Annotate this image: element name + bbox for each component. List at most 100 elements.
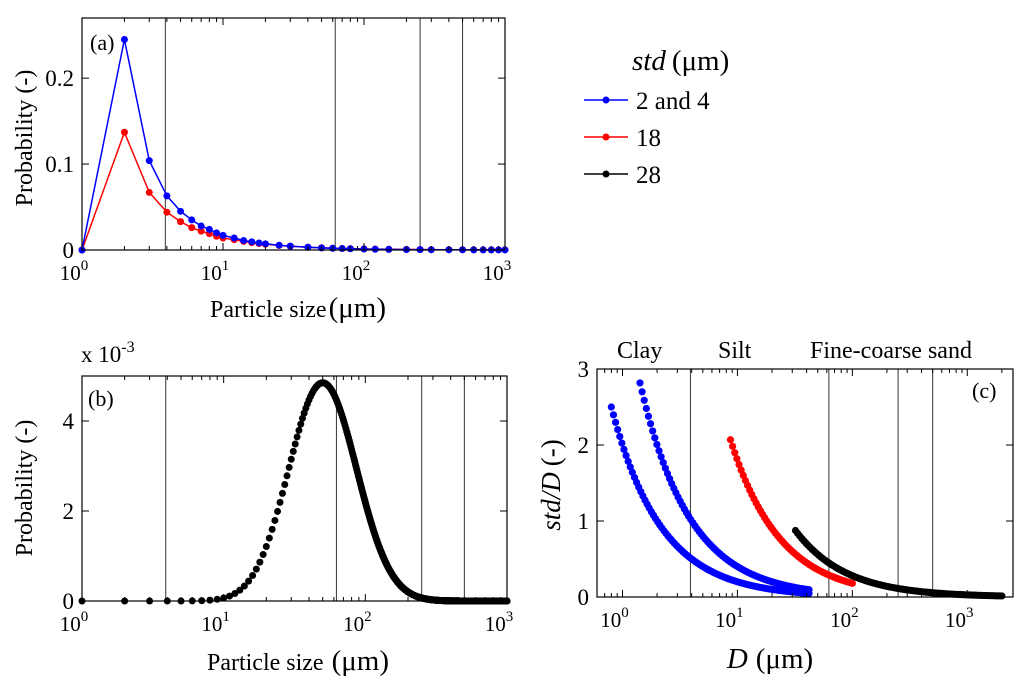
data-point (287, 455, 295, 463)
panel-b-ytick-label: 0 (63, 589, 75, 614)
data-point (289, 447, 297, 455)
data-point (177, 218, 185, 226)
data-point (729, 442, 737, 450)
series-line-2-and-4 (81, 39, 505, 251)
panel-a-xtick-label: 103 (483, 258, 512, 285)
data-point (278, 489, 286, 497)
panel-c-label: (c) (972, 378, 996, 403)
legend-title: std (μm) (632, 45, 729, 77)
region-label-silt: Silt (718, 338, 752, 364)
legend-label-2: 28 (636, 162, 661, 189)
data-point (624, 457, 632, 465)
data-point (226, 592, 234, 600)
data-point (642, 404, 650, 413)
data-point (848, 579, 856, 587)
data-point (646, 420, 655, 428)
legend-marker-1 (602, 133, 610, 141)
panel-c-xtick-label: 102 (830, 605, 859, 632)
legend-label-0: 2 and 4 (636, 88, 710, 115)
legend-label-1: 18 (636, 125, 661, 152)
data-point (261, 240, 269, 248)
panel-a-ylabel: Probability (-) (12, 70, 38, 207)
data-point (657, 453, 665, 461)
panel-c-ytick-label: 0 (578, 585, 590, 610)
data-point (249, 571, 257, 579)
panel-c-xlabel: D (μm) (726, 643, 813, 675)
data-point (236, 586, 244, 594)
data-point (245, 577, 253, 585)
data-point (188, 224, 196, 232)
data-point (607, 403, 615, 411)
data-point (638, 388, 646, 396)
data-point (726, 436, 735, 444)
data-point (295, 426, 303, 434)
panel-b-xtick-label: 102 (343, 609, 372, 636)
data-point (188, 216, 196, 224)
data-point (649, 427, 657, 435)
data-point (276, 498, 284, 506)
data-point (120, 35, 128, 43)
data-point (163, 208, 171, 216)
data-point (240, 237, 248, 245)
panel-c: 100 101 102 103 0 1 2 3 Clay Silt Fine-coarse s… (536, 338, 1014, 675)
data-point (177, 207, 185, 215)
data-point (163, 192, 171, 200)
data-point (655, 447, 663, 455)
data-point (213, 229, 221, 237)
data-point (651, 434, 659, 442)
panel-c-ticks: 100 101 102 103 0 1 2 3 (578, 357, 1013, 632)
data-point (274, 507, 282, 515)
data-point (371, 245, 379, 253)
data-point (145, 157, 153, 165)
data-point (620, 445, 628, 454)
panel-b-scale-note: x 10-3 (81, 339, 135, 367)
data-point (197, 227, 205, 235)
data-point (145, 188, 153, 196)
panel-b-xlabel: Particle size (μm) (207, 645, 389, 677)
data-point (616, 432, 624, 441)
data-point (291, 440, 299, 448)
panel-c-xtick-label: 100 (600, 605, 629, 632)
data-point (268, 525, 276, 533)
data-point (611, 418, 620, 426)
data-point (256, 558, 264, 566)
panel-b-ytick-label: 4 (63, 409, 75, 434)
data-point (259, 551, 267, 559)
data-point (285, 463, 293, 471)
data-point (205, 225, 213, 233)
data-point (609, 411, 618, 419)
panel-b-xtick-label: 101 (201, 609, 230, 636)
data-point (622, 451, 630, 460)
panel-a-vlines (164, 18, 464, 250)
legend: std (μm) 2 and 4 18 28 (584, 45, 729, 189)
region-label-sand: Fine-coarse sand (810, 338, 972, 364)
panel-c-ytick-label: 3 (578, 357, 590, 382)
data-point (252, 565, 260, 573)
legend-entry-0: 2 and 4 (584, 88, 710, 115)
panel-a-ytick-label: 0 (63, 238, 75, 263)
panel-a-xtick-label: 101 (201, 258, 230, 285)
data-point (640, 396, 648, 404)
data-point (255, 239, 263, 247)
panel-b-ylabel: Probability (-) (12, 420, 38, 557)
data-point (731, 449, 739, 457)
panel-a-frame (81, 17, 506, 251)
data-point (283, 472, 291, 480)
data-point (240, 582, 248, 590)
data-point (644, 412, 653, 420)
panel-a-ytick-label: 0.2 (45, 66, 74, 91)
data-point (735, 460, 743, 469)
data-point (275, 241, 283, 249)
panel-c-xtick-label: 103 (945, 605, 974, 632)
data-point (248, 238, 256, 246)
panel-a-xlabel: Particle size(μm) (210, 292, 386, 324)
panel-c-marks (607, 379, 1006, 600)
legend-marker-0 (602, 96, 610, 104)
data-point (265, 534, 273, 542)
data-point (120, 128, 128, 136)
panel-c-ytick-label: 1 (578, 509, 590, 534)
